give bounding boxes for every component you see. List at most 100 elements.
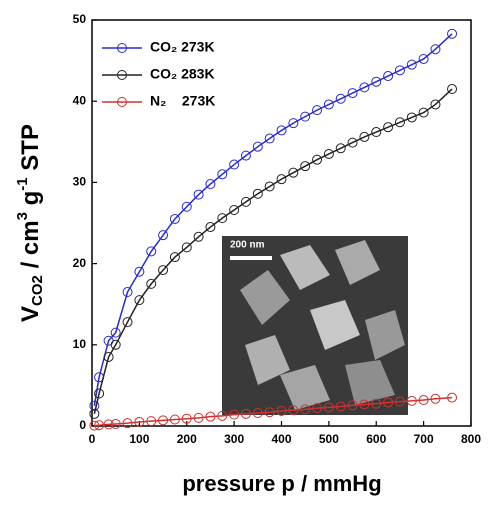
data-point <box>134 295 145 306</box>
data-point <box>276 405 287 416</box>
data-point <box>288 405 299 416</box>
series-line <box>93 88 453 414</box>
inset-scale-label: 200 nm <box>230 240 265 251</box>
data-point <box>110 339 121 350</box>
data-point <box>205 411 216 422</box>
data-point <box>205 179 216 190</box>
data-point <box>406 59 417 70</box>
data-point <box>347 400 358 411</box>
y-label-part: -1 <box>14 177 31 190</box>
y-axis-label: VCO2 / cm3 g-1 STP <box>14 124 46 322</box>
data-point <box>122 418 133 429</box>
data-point <box>406 112 417 123</box>
data-point <box>193 412 204 423</box>
data-point <box>371 76 382 87</box>
x-tick-label: 300 <box>224 432 244 446</box>
data-point <box>103 419 114 430</box>
x-tick-label: 500 <box>319 432 339 446</box>
data-point <box>300 404 311 415</box>
data-point <box>110 327 121 338</box>
data-point <box>371 398 382 409</box>
data-point <box>134 266 145 277</box>
data-point <box>323 402 334 413</box>
y-label-part: g <box>17 191 44 212</box>
data-point <box>335 143 346 154</box>
y-label-part: V <box>17 306 44 322</box>
data-point <box>300 161 311 172</box>
data-point <box>383 397 394 408</box>
legend-marker <box>117 97 127 107</box>
legend-label: CO₂ 283K <box>150 66 215 82</box>
y-tick-label: 30 <box>73 175 87 189</box>
data-point <box>181 201 192 212</box>
data-point <box>134 416 145 427</box>
data-point <box>264 407 275 418</box>
data-point <box>418 395 429 406</box>
data-point <box>371 127 382 138</box>
legend-label: CO₂ 273K <box>150 39 215 55</box>
data-point <box>276 125 287 136</box>
y-tick-label: 50 <box>73 12 87 26</box>
data-point <box>193 189 204 200</box>
data-point <box>193 231 204 242</box>
y-label-part: CO2 <box>29 275 46 306</box>
data-point <box>229 205 240 216</box>
data-point <box>146 416 157 427</box>
y-tick-label: 10 <box>73 337 87 351</box>
data-point <box>240 196 251 207</box>
data-point <box>359 131 370 142</box>
x-tick-label: 800 <box>461 432 481 446</box>
data-point <box>94 388 105 399</box>
data-point <box>288 118 299 129</box>
data-point <box>146 246 157 257</box>
data-point <box>312 154 323 165</box>
data-point <box>89 400 100 411</box>
data-point <box>359 399 370 410</box>
data-point <box>169 414 180 425</box>
data-point <box>146 278 157 289</box>
data-point <box>252 188 263 199</box>
y-tick-label: 20 <box>73 256 87 270</box>
data-point <box>89 408 100 419</box>
x-tick-label: 600 <box>366 432 386 446</box>
data-point <box>447 84 458 95</box>
data-point <box>252 141 263 152</box>
data-point <box>323 148 334 159</box>
data-point <box>406 395 417 406</box>
data-point <box>240 408 251 419</box>
y-label-part: / cm <box>17 220 44 275</box>
data-point <box>383 71 394 82</box>
data-point <box>181 242 192 253</box>
data-point <box>169 213 180 224</box>
data-point <box>335 93 346 104</box>
data-point <box>169 252 180 263</box>
data-point <box>264 181 275 192</box>
data-point <box>110 418 121 429</box>
data-point <box>394 65 405 76</box>
data-point <box>89 420 100 431</box>
data-point <box>347 137 358 148</box>
series-line <box>93 33 453 406</box>
data-point <box>229 409 240 420</box>
data-point <box>430 99 441 110</box>
data-point <box>122 317 133 328</box>
data-point <box>312 105 323 116</box>
x-tick-label: 0 <box>89 432 96 446</box>
series-line <box>94 396 453 427</box>
data-point <box>240 150 251 161</box>
data-point <box>394 396 405 407</box>
data-point <box>418 107 429 118</box>
x-tick-label: 700 <box>414 432 434 446</box>
data-point <box>359 82 370 93</box>
data-point <box>122 287 133 298</box>
data-point <box>276 174 287 185</box>
legend-label: N₂ 273K <box>150 93 215 109</box>
data-point <box>158 415 169 426</box>
data-point <box>335 401 346 412</box>
legend-marker <box>117 43 127 53</box>
y-tick-label: 40 <box>73 93 87 107</box>
x-axis-label: pressure p / mmHg <box>182 471 381 496</box>
data-point <box>181 413 192 424</box>
data-point <box>217 213 228 224</box>
inset-image <box>222 236 408 415</box>
